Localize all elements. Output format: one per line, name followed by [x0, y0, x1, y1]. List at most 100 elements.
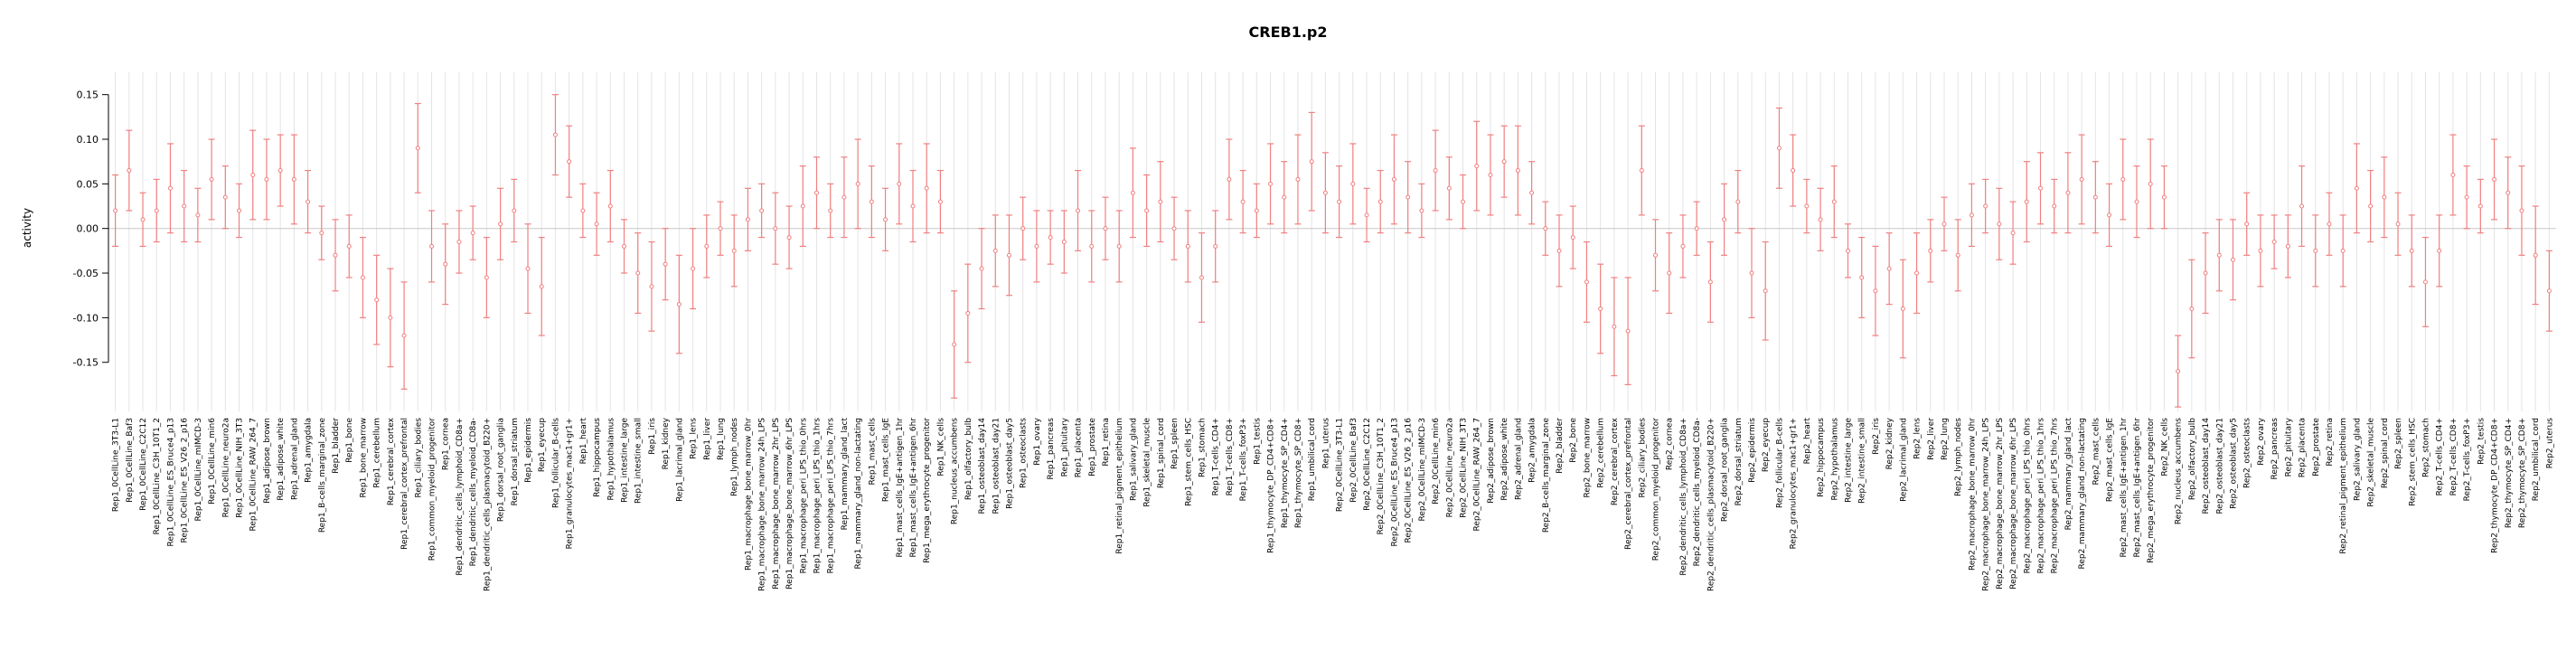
data-point	[1406, 194, 1411, 200]
data-point	[2244, 222, 2250, 227]
x-axis-label: Rep2_stem_cells_HSC	[2408, 418, 2417, 506]
x-axis-label: Rep1_testis	[1253, 418, 1262, 465]
x-axis-label: Rep2_hypothalamus	[1830, 418, 1839, 501]
x-axis-label: Rep1_lacrimal_gland	[675, 418, 684, 502]
data-point	[1034, 243, 1039, 249]
x-axis-label: Rep2_lens	[1913, 418, 1923, 459]
data-point	[1227, 176, 1232, 182]
x-axis-label: Rep2_mast_cells_IgE+antigen_1hr	[2120, 418, 2129, 558]
x-axis-label: Rep2_dendritic_cells_lymphoid_CD8a+	[1679, 418, 1688, 576]
data-point	[2120, 176, 2126, 182]
data-point	[291, 176, 296, 182]
x-axis-label: Rep2_T-cells_CD4+	[2436, 418, 2445, 495]
x-axis-label: Rep2_lung	[1941, 418, 1950, 460]
x-axis-label: Rep1_amygdala	[305, 418, 314, 483]
x-axis-label: Rep1_prostate	[1088, 418, 1097, 476]
data-point	[1433, 168, 1438, 174]
x-axis-label: Rep2_liver	[1927, 418, 1936, 460]
data-point	[1474, 164, 1480, 169]
x-axis-label: Rep2_macrophage_bone_marrow_0hr	[1968, 418, 1977, 571]
x-axis-label: Rep1_thymocyte_SP_CD8+	[1294, 418, 1303, 528]
x-axis-label: Rep1_NK_cells	[936, 418, 945, 476]
x-axis-label: Rep1_macrophage_bone_marrow_0hr	[744, 418, 753, 571]
data-point	[498, 222, 503, 227]
data-point	[113, 208, 118, 213]
data-point	[1144, 208, 1150, 213]
data-point	[1735, 199, 1741, 204]
x-axis-label: Rep2_testis	[2477, 418, 2486, 465]
data-point	[167, 185, 173, 191]
data-point	[2437, 248, 2442, 253]
x-axis-label: Rep2_bone	[1569, 418, 1578, 463]
x-axis-label: Rep1_mast_cells_IgE+antigen_6hr	[909, 418, 918, 558]
x-axis-label: Rep2_macrophage_bone_marrow_6hr_LPS	[2009, 418, 2018, 590]
data-point	[897, 181, 902, 186]
data-point	[250, 172, 256, 177]
x-axis-label: Rep1_0CellLine_ES_Bruce4_p13	[166, 418, 175, 546]
x-axis-label: Rep1_mega_erythrocyte_progenitor	[923, 418, 932, 563]
data-point	[2533, 252, 2538, 258]
data-point	[567, 159, 572, 165]
data-point	[1488, 172, 1493, 177]
x-axis-label: Rep1_cerebral_cortex_prefrontal	[400, 418, 409, 550]
x-axis-label: Rep1_T-cells_CD8+	[1226, 418, 1235, 495]
data-point	[828, 208, 833, 213]
data-point	[1116, 243, 1122, 249]
data-point	[2203, 270, 2208, 276]
x-axis-label: Rep2_amygdala	[1528, 418, 1537, 483]
x-axis-label: Rep2_nucleus_accumbens	[2175, 418, 2184, 524]
x-axis-label: Rep1_lens	[690, 418, 699, 459]
x-axis-label: Rep1_stomach	[1198, 418, 1207, 477]
data-point	[1076, 208, 1081, 213]
chart-title: CREB1.p2	[1248, 24, 1328, 41]
x-axis-label: Rep1_dorsal_striatum	[511, 418, 520, 505]
data-point	[1749, 270, 1754, 276]
x-axis-label: Rep1_heart	[579, 418, 588, 465]
data-point	[1377, 199, 1383, 204]
x-axis-label: Rep1_macrophage_bone_marrow_6hr_LPS	[785, 418, 794, 590]
data-point	[1914, 270, 1920, 276]
x-axis-label: Rep1_mast_cells_IgE	[882, 418, 891, 502]
x-axis-label: Rep1_uterus	[1321, 418, 1330, 468]
data-point	[952, 342, 957, 347]
data-point	[182, 203, 187, 209]
data-point	[1419, 208, 1424, 213]
x-axis-label: Rep2_cerebral_cortex	[1611, 417, 1620, 505]
x-axis-label: Rep1_dorsal_root_ganglia	[497, 418, 506, 522]
data-point	[937, 199, 943, 204]
x-axis-label: Rep2_dorsal_striatum	[1735, 418, 1744, 505]
data-point	[2409, 248, 2414, 253]
x-axis-label: Rep1_0CellLine_Baf3	[126, 418, 135, 503]
data-point	[2382, 194, 2387, 200]
data-point	[2368, 203, 2374, 209]
x-axis-label: Rep2_0CellLine_3T3-L1	[1336, 418, 1345, 512]
x-axis-label: Rep2_intestine_large	[1845, 418, 1854, 503]
x-axis-label: Rep2_0CellLine_neuro2a	[1445, 418, 1454, 517]
data-point	[2148, 181, 2153, 186]
data-point	[1639, 168, 1644, 174]
x-axis-label: Rep2_NK_cells	[2160, 418, 2169, 476]
data-point	[2519, 208, 2524, 213]
data-point	[2492, 176, 2497, 182]
data-point	[1061, 240, 1067, 244]
data-point	[1268, 181, 1274, 186]
data-point	[1859, 275, 1865, 280]
data-point	[1391, 176, 1396, 182]
data-point	[2134, 199, 2139, 204]
data-point	[813, 190, 819, 195]
data-point	[333, 252, 338, 258]
data-point	[910, 203, 916, 209]
x-axis-label: Rep2_0CellLine_RAW_264_7	[1473, 418, 1482, 532]
data-point	[1791, 168, 1796, 174]
data-point	[1501, 159, 1507, 165]
x-axis-label: Rep1_adrenal_gland	[290, 418, 299, 500]
data-point	[1185, 243, 1190, 249]
x-axis-label: Rep1_lung	[717, 418, 726, 460]
x-axis-label: Rep2_spleen	[2394, 418, 2403, 469]
x-axis-label: Rep1_0CellLine_ES_V26_2_p16	[181, 418, 190, 543]
data-point	[1941, 222, 1947, 227]
x-axis-label: Rep1_mammary_gland_non-lactating	[854, 418, 863, 569]
x-axis-label: Rep1_bone	[345, 418, 354, 463]
